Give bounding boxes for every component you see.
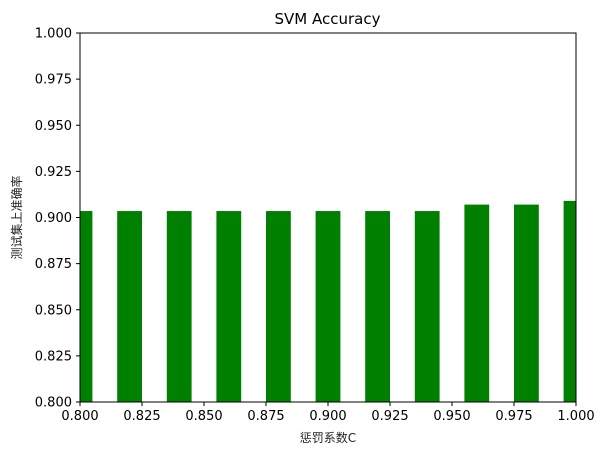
y-tick-label: 0.975 — [35, 73, 72, 88]
x-tick-label: 0.925 — [371, 409, 408, 424]
x-tick-label: 1.000 — [557, 409, 594, 424]
x-axis-label: 惩罚系数C — [300, 430, 356, 445]
x-tick-label: 0.975 — [495, 409, 532, 424]
bars-layer — [80, 200, 576, 402]
bar-7 — [414, 211, 440, 402]
y-tick-label: 0.825 — [35, 349, 72, 364]
y-axis-label: 测试集上准确率 — [9, 175, 24, 259]
bar-8 — [464, 204, 490, 402]
y-tick-label: 0.925 — [35, 165, 72, 180]
x-tick-label: 0.850 — [185, 409, 222, 424]
bar-4 — [266, 211, 291, 402]
y-tick-label: 0.900 — [35, 211, 72, 226]
x-tick-label: 0.875 — [247, 409, 284, 424]
x-tick-label: 0.825 — [123, 409, 160, 424]
x-tick-label: 0.900 — [309, 409, 346, 424]
bar-9 — [514, 204, 539, 402]
bar-2 — [166, 211, 192, 402]
y-tick-label: 0.875 — [35, 257, 72, 272]
y-axis: 0.800 0.825 0.850 0.875 0.900 0.925 0.950 0.975… — [35, 27, 80, 411]
y-tick-label: 0.950 — [35, 119, 72, 134]
x-tick-label: 0.950 — [433, 409, 470, 424]
bar-3 — [216, 211, 242, 402]
x-tick-label: 0.800 — [61, 409, 98, 424]
bar-6 — [365, 211, 390, 402]
bar-10 — [563, 200, 576, 402]
chart-title: SVM Accuracy — [275, 10, 381, 28]
y-tick-label: 1.000 — [35, 27, 72, 42]
y-tick-label: 0.800 — [35, 396, 72, 411]
bar-0 — [80, 211, 93, 402]
x-axis: 0.800 0.825 0.850 0.875 0.900 0.925 0.950 0.975… — [61, 402, 595, 424]
y-tick-label: 0.850 — [35, 303, 72, 318]
bar-5 — [315, 211, 341, 402]
bar-1 — [117, 211, 142, 402]
